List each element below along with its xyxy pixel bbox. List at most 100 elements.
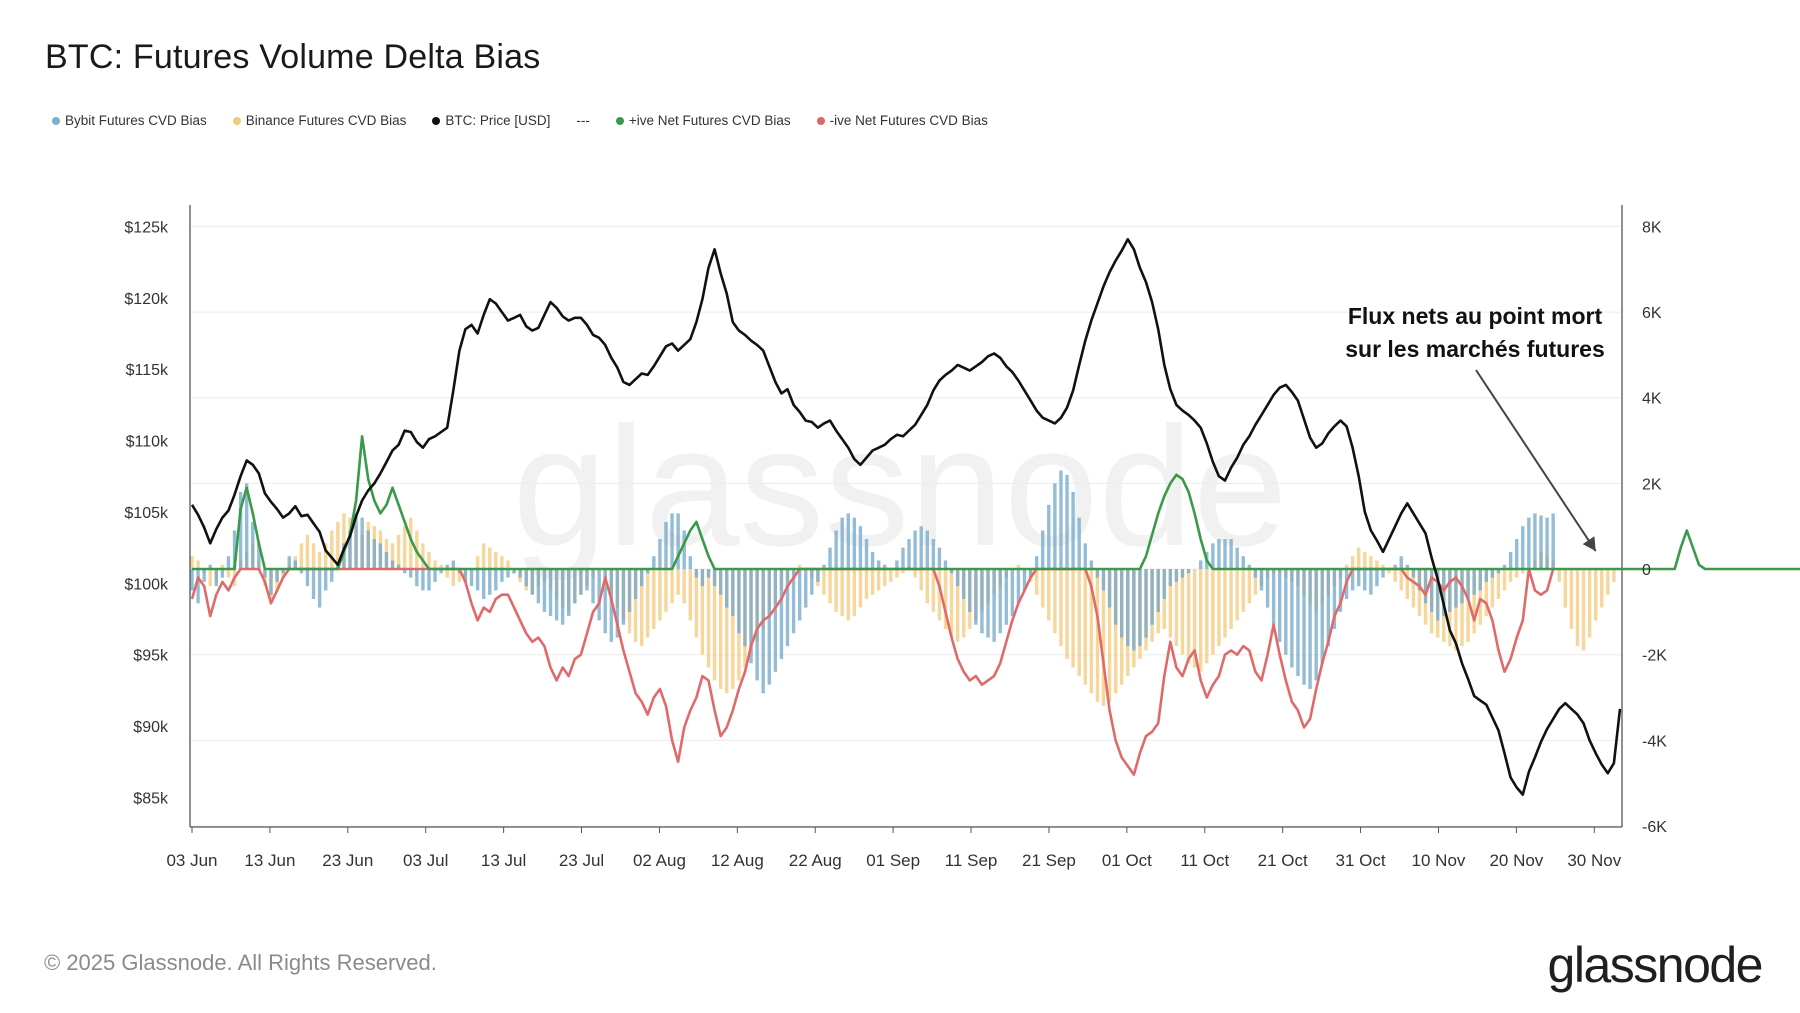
chart-annotation: Flux nets au point mort sur les marchés … — [1330, 300, 1620, 366]
legend-label: +ive Net Futures CVD Bias — [628, 113, 791, 128]
y-left-tick-label: $90k — [133, 719, 169, 736]
bybit-bar — [694, 569, 699, 578]
bybit-bar — [299, 569, 304, 574]
binance-bar — [1490, 569, 1495, 608]
x-tick-label: 31 Oct — [1336, 851, 1386, 870]
binance-bar — [1101, 569, 1106, 707]
bybit-bar — [1229, 539, 1233, 570]
binance-bar — [1593, 569, 1598, 621]
bybit-bar — [1508, 551, 1513, 570]
bybit-bar — [1308, 569, 1312, 689]
bybit-bar — [421, 569, 425, 591]
x-tick-label: 03 Jun — [166, 851, 217, 870]
y-right-tick-label: 8K — [1642, 219, 1662, 236]
bybit-bar — [415, 569, 419, 587]
legend-label: BTC: Price [USD] — [445, 113, 551, 128]
bybit-bar — [560, 569, 565, 625]
binance-bar — [311, 543, 316, 570]
bybit-bar — [1448, 569, 1452, 612]
bybit-bar — [639, 569, 644, 587]
binance-bar — [1393, 569, 1397, 582]
x-tick-label: 23 Jul — [559, 851, 604, 870]
bybit-bar — [1138, 569, 1142, 647]
binance-bar — [500, 556, 504, 570]
bybit-bar — [220, 569, 225, 578]
bybit-bar — [512, 569, 516, 574]
bybit-bar — [342, 543, 346, 570]
bybit-bar — [263, 569, 267, 578]
bybit-bar — [433, 569, 437, 582]
binance-bar — [694, 569, 699, 638]
bybit-bar — [767, 569, 771, 685]
bybit-bar — [676, 513, 680, 570]
negative-net-line — [190, 567, 1555, 776]
bybit-bar — [1436, 569, 1440, 621]
binance-bar — [1460, 569, 1464, 647]
bybit-bar — [372, 539, 376, 570]
binance-bar — [475, 556, 480, 570]
bybit-bar — [840, 517, 844, 570]
bybit-bar — [579, 569, 583, 595]
bybit-bar — [494, 569, 498, 591]
bybit-bar — [1217, 539, 1221, 570]
binance-bar — [919, 569, 923, 591]
bybit-bar — [986, 569, 990, 638]
legend-label: -ive Net Futures CVD Bias — [829, 113, 988, 128]
binance-bar — [943, 569, 948, 629]
bybit-bar — [974, 569, 978, 625]
bybit-bar — [1375, 569, 1379, 587]
brand-logo[interactable]: glassnode — [1547, 937, 1764, 993]
bybit-bar — [804, 569, 808, 608]
binance-bar — [1387, 569, 1391, 574]
x-tick-label: 11 Sep — [945, 851, 998, 870]
binance-bar — [1211, 569, 1215, 655]
binance-bar — [1168, 569, 1173, 638]
bybit-bar — [1107, 569, 1112, 608]
price-line — [190, 238, 1622, 796]
legend-label: Binance Futures CVD Bias — [245, 113, 407, 128]
legend-item-positive-net[interactable]: +ive Net Futures CVD Bias — [615, 113, 791, 128]
bybit-bar — [591, 569, 595, 604]
bybit-bar — [1004, 569, 1008, 625]
bybit-bar — [500, 569, 504, 582]
bybit-bar — [1381, 569, 1385, 578]
binance-bar — [1575, 569, 1580, 647]
legend-item-negative-net[interactable]: -ive Net Futures CVD Bias — [816, 113, 988, 128]
binance-bar — [731, 569, 735, 689]
binance-bar — [1363, 551, 1367, 570]
copyright-text: © 2025 Glassnode. All Rights Reserved. — [44, 950, 437, 975]
binance-bar — [1053, 569, 1057, 634]
bybit-bar — [858, 526, 863, 570]
bybit-bar — [907, 539, 911, 570]
binance-bar — [1107, 569, 1112, 702]
bybit-bar — [949, 569, 954, 574]
binance-bar — [427, 551, 431, 570]
bybit-bar — [1326, 569, 1331, 647]
bybit-bar — [1332, 569, 1337, 629]
bybit-bar — [1545, 517, 1549, 570]
bybit-bar — [409, 569, 413, 578]
x-tick-label: 03 Jul — [403, 851, 448, 870]
bybit-bar — [1077, 517, 1081, 570]
binance-bar — [342, 513, 346, 570]
legend-item-price[interactable]: BTC: Price [USD] — [432, 113, 550, 128]
bybit-bar — [396, 564, 401, 570]
binance-bar — [1472, 569, 1476, 634]
bybit-bar — [1162, 569, 1166, 600]
bybit-bar — [1034, 556, 1039, 570]
bybit-bar — [1132, 569, 1136, 651]
bybit-bar — [348, 530, 352, 570]
binance-bar — [658, 569, 662, 621]
y-left-tick-label: $120k — [124, 291, 169, 308]
legend-item-binance[interactable]: Binance Futures CVD Bias — [232, 113, 407, 128]
bybit-bar — [475, 569, 480, 591]
binance-bar — [1587, 569, 1592, 638]
binance-bar — [1502, 569, 1507, 591]
page-title: BTC: Futures Volume Delta Bias — [45, 38, 541, 76]
binance-bar — [457, 569, 462, 582]
bybit-bars — [190, 470, 1555, 694]
binance-bar — [1484, 569, 1489, 617]
legend-item-bybit[interactable]: Bybit Futures CVD Bias — [52, 113, 207, 128]
x-tick-label: 02 Aug — [633, 851, 686, 870]
bybit-bar — [749, 569, 753, 664]
